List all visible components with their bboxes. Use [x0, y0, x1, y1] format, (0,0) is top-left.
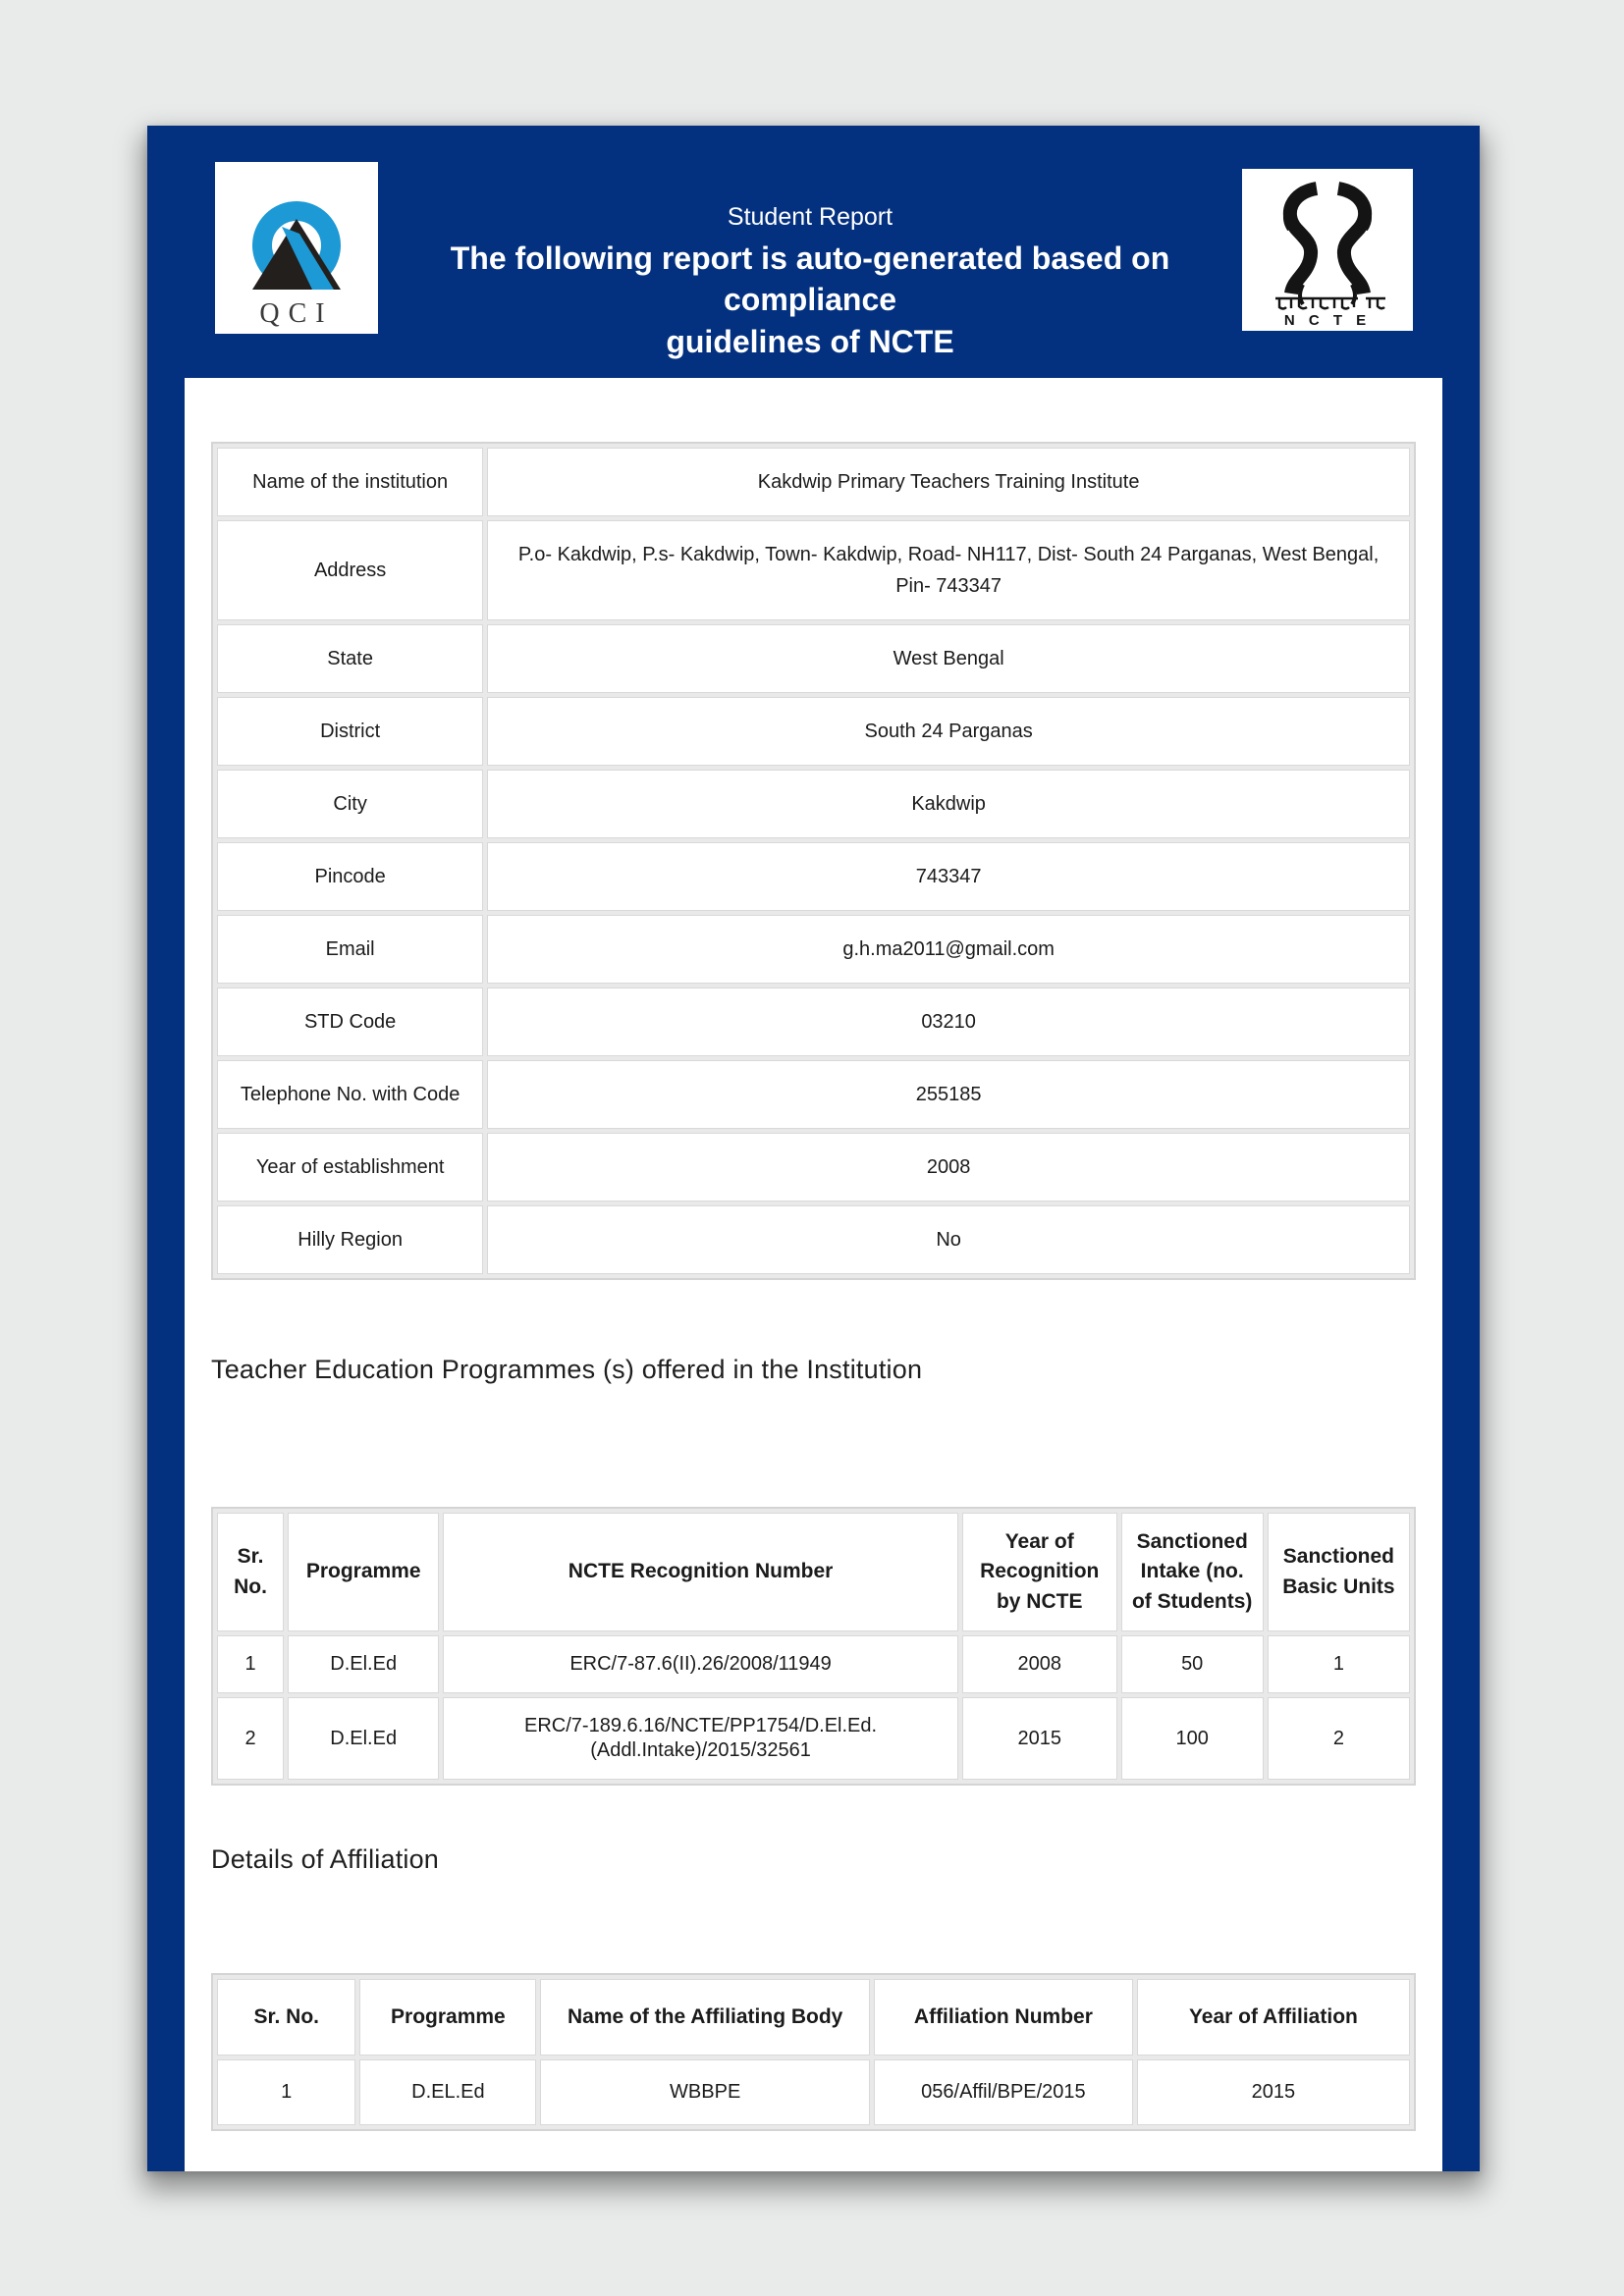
table-row: 1 D.El.Ed ERC/7-87.6(II).26/2008/11949 2008…: [217, 1635, 1410, 1694]
row-value: Kakdwip: [487, 770, 1410, 838]
table-header-row: Sr. No. Programme Name of the Affiliating …: [217, 1979, 1410, 2056]
table-row: Pincode 743347: [217, 842, 1410, 911]
row-label: STD Code: [217, 988, 484, 1056]
row-label: District: [217, 697, 484, 766]
table-row: Year of establishment 2008: [217, 1133, 1410, 1201]
table-cell: 2008: [961, 1635, 1117, 1694]
table-cell: 2015: [961, 1697, 1117, 1781]
table-cell: 2015: [1136, 2058, 1410, 2125]
table-row: State West Bengal: [217, 624, 1410, 693]
row-value: P.o- Kakdwip, P.s- Kakdwip, Town- Kakdwi…: [487, 520, 1410, 620]
column-header: NCTE Recognition Number: [443, 1513, 958, 1632]
table-cell: D.El.Ed: [288, 1635, 440, 1694]
content-card: Name of the institution Kakdwip Primary T…: [185, 378, 1442, 2171]
table-row: Email g.h.ma2011@gmail.com: [217, 915, 1410, 984]
table-row: City Kakdwip: [217, 770, 1410, 838]
row-value: West Bengal: [487, 624, 1410, 693]
table-cell: WBBPE: [540, 2058, 871, 2125]
ncte-hindi-text: [1275, 296, 1385, 310]
table-cell: ERC/7-189.6.16/NCTE/PP1754/D.El.Ed.(Addl…: [443, 1697, 958, 1781]
column-header: Programme: [359, 1979, 537, 2056]
subtitle-line-2: guidelines of NCTE: [666, 324, 954, 360]
affiliation-table: Sr. No. Programme Name of the Affiliating …: [211, 1973, 1416, 2131]
table-header-row: Sr. No. Programme NCTE Recognition Number Y…: [217, 1513, 1410, 1632]
table-row: Telephone No. with Code 255185: [217, 1060, 1410, 1129]
row-value: g.h.ma2011@gmail.com: [487, 915, 1410, 984]
row-label: Telephone No. with Code: [217, 1060, 484, 1129]
table-cell: 1: [217, 2058, 356, 2125]
table-row: Address P.o- Kakdwip, P.s- Kakdwip, Town-…: [217, 520, 1410, 620]
row-label: State: [217, 624, 484, 693]
table-row: 2 D.El.Ed ERC/7-189.6.16/NCTE/PP1754/D.El.…: [217, 1697, 1410, 1781]
programmes-heading: Teacher Education Programmes (s) offered…: [211, 1355, 923, 1384]
header-titles: Student Report The following report is a…: [378, 162, 1242, 363]
report-page: QCI Student Report The following report …: [147, 126, 1480, 2171]
column-header: Name of the Affiliating Body: [540, 1979, 871, 2056]
table-cell: 2: [1267, 1697, 1410, 1781]
qci-logo: QCI: [215, 162, 378, 334]
column-header: Year of Recognition by NCTE: [961, 1513, 1117, 1632]
institution-table: Name of the institution Kakdwip Primary T…: [211, 442, 1416, 1280]
row-label: Pincode: [217, 842, 484, 911]
row-label: Address: [217, 520, 484, 620]
page-subtitle: The following report is auto-generated b…: [378, 238, 1242, 364]
row-value: Kakdwip Primary Teachers Training Instit…: [487, 448, 1410, 516]
row-label: Email: [217, 915, 484, 984]
column-header: Affiliation Number: [874, 1979, 1133, 2056]
table-cell: D.El.Ed: [288, 1697, 440, 1781]
row-value: 2008: [487, 1133, 1410, 1201]
row-value: 743347: [487, 842, 1410, 911]
column-header: Programme: [288, 1513, 440, 1632]
row-label: Year of establishment: [217, 1133, 484, 1201]
table-row: STD Code 03210: [217, 988, 1410, 1056]
table-cell: D.EL.Ed: [359, 2058, 537, 2125]
row-value: No: [487, 1205, 1410, 1274]
affiliation-heading: Details of Affiliation: [211, 1844, 440, 1875]
qci-diagonal-band-icon: [282, 227, 334, 290]
ncte-logo: N C T E: [1242, 169, 1413, 331]
table-cell: 100: [1120, 1697, 1264, 1781]
ncte-logo-graphic: N C T E: [1275, 182, 1385, 329]
row-label: Name of the institution: [217, 448, 484, 516]
table-cell: 2: [217, 1697, 285, 1781]
qci-logo-caption: QCI: [259, 298, 333, 329]
column-header: Sanctioned Intake (no. of Students): [1120, 1513, 1264, 1632]
ncte-swan-emblem-icon: [1282, 182, 1373, 306]
table-cell: 1: [217, 1635, 285, 1694]
report-header: QCI Student Report The following report …: [147, 126, 1480, 359]
page-title: Student Report: [727, 203, 893, 231]
table-row: Name of the institution Kakdwip Primary T…: [217, 448, 1410, 516]
ncte-logo-caption: N C T E: [1284, 312, 1371, 329]
table-row: 1 D.EL.Ed WBBPE 056/Affil/BPE/2015 2015: [217, 2058, 1410, 2125]
subtitle-line-1: The following report is auto-generated b…: [450, 240, 1170, 318]
row-value: South 24 Parganas: [487, 697, 1410, 766]
column-header: Sr. No.: [217, 1513, 285, 1632]
row-label: City: [217, 770, 484, 838]
row-label: Hilly Region: [217, 1205, 484, 1274]
programmes-table: Sr. No. Programme NCTE Recognition Number Y…: [211, 1507, 1416, 1787]
row-value: 03210: [487, 988, 1410, 1056]
table-row: District South 24 Parganas: [217, 697, 1410, 766]
column-header: Year of Affiliation: [1136, 1979, 1410, 2056]
table-cell: 1: [1267, 1635, 1410, 1694]
table-cell: 056/Affil/BPE/2015: [874, 2058, 1133, 2125]
qci-logo-graphic: QCI: [252, 201, 341, 329]
table-row: Hilly Region No: [217, 1205, 1410, 1274]
row-value: 255185: [487, 1060, 1410, 1129]
column-header: Sr. No.: [217, 1979, 356, 2056]
table-cell: 50: [1120, 1635, 1264, 1694]
table-cell: ERC/7-87.6(II).26/2008/11949: [443, 1635, 958, 1694]
column-header: Sanctioned Basic Units: [1267, 1513, 1410, 1632]
